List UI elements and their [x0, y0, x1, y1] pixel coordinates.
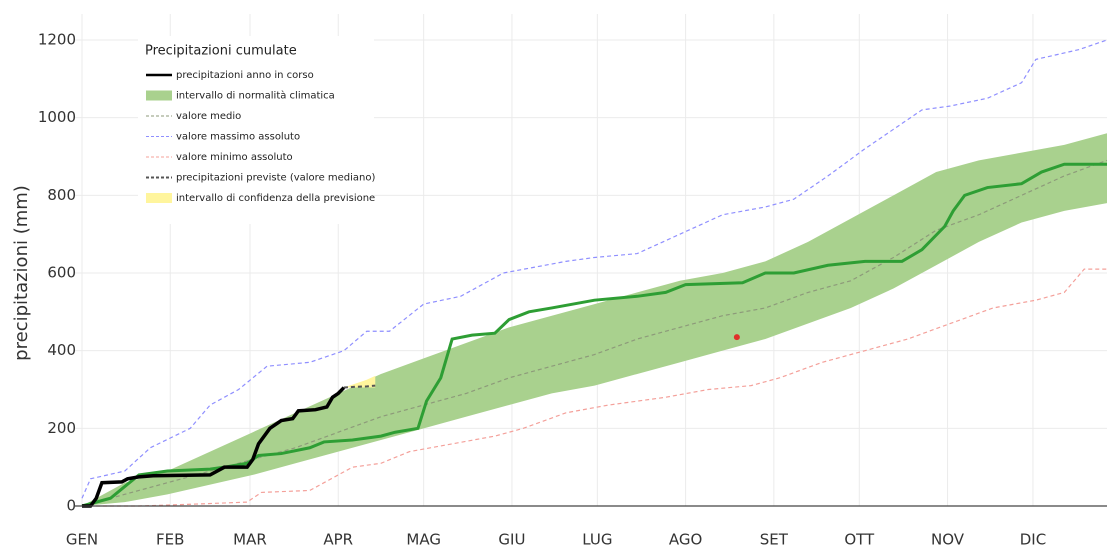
y-tick-label: 1200 [38, 31, 76, 49]
legend-swatch [146, 90, 172, 101]
x-tick-label: LUG [582, 531, 612, 549]
y-tick-label: 200 [47, 419, 76, 437]
x-tick-label: AGO [669, 531, 702, 549]
y-tick-label: 0 [66, 497, 76, 515]
x-tick-label: NOV [931, 531, 965, 549]
y-tick-label: 800 [47, 186, 76, 204]
x-tick-label: DIC [1020, 531, 1046, 549]
legend-title: Precipitazioni cumulate [145, 44, 297, 59]
legend-label: valore minimo assoluto [176, 152, 293, 163]
legend-box [138, 36, 374, 224]
band [343, 375, 376, 388]
x-tick-label: SET [760, 531, 789, 549]
x-tick-label: APR [323, 531, 353, 549]
point [733, 334, 740, 341]
x-tick-label: OTT [844, 531, 875, 549]
legend-label: valore medio [176, 111, 241, 122]
x-tick-label: MAG [406, 531, 441, 549]
legend-label: precipitazioni anno in corso [176, 70, 314, 81]
y-tick-label: 600 [47, 264, 76, 282]
line [82, 386, 346, 508]
legend: Precipitazioni cumulate precipitazioni an… [138, 36, 376, 224]
x-tick-label: MAR [233, 531, 267, 549]
x-tick-label: GIU [498, 531, 525, 549]
y-axis-label: precipitazioni (mm) [11, 185, 32, 361]
line [343, 384, 376, 389]
x-tick-label: GEN [66, 531, 98, 549]
legend-label: intervallo di confidenza della prevision… [176, 193, 375, 204]
legend-label: valore massimo assoluto [176, 132, 300, 143]
x-tick-label: FEB [156, 531, 184, 549]
line [82, 268, 1107, 507]
y-tick-label: 1000 [38, 108, 76, 126]
line [81, 39, 1107, 499]
band [82, 133, 1107, 506]
y-tick-label: 400 [47, 341, 76, 359]
legend-label: precipitazioni previste (valore mediano) [176, 173, 376, 184]
legend-swatch [146, 193, 172, 203]
legend-label: intervallo di normalità climatica [176, 90, 335, 102]
